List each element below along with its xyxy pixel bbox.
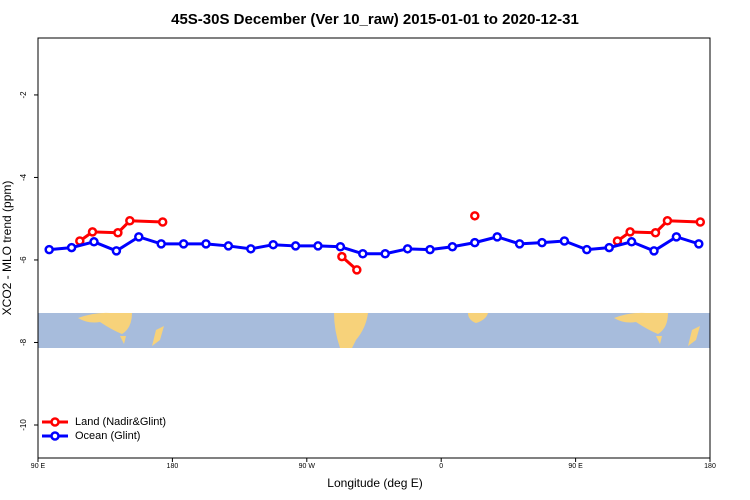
legend-label: Land (Nadir&Glint) bbox=[75, 416, 166, 428]
point bbox=[223, 241, 234, 251]
x-tick-label: 180 bbox=[167, 463, 179, 470]
point bbox=[134, 232, 144, 242]
y-axis-label: XCO2 - MLO trend (ppm) bbox=[0, 181, 14, 316]
point bbox=[358, 249, 368, 259]
point bbox=[87, 227, 98, 237]
point bbox=[650, 227, 661, 238]
point bbox=[649, 246, 659, 256]
y-tick-label: -4 bbox=[19, 173, 28, 181]
point bbox=[178, 239, 189, 249]
point bbox=[559, 236, 570, 246]
point bbox=[492, 232, 502, 242]
x-tick-label: 90 E bbox=[31, 463, 46, 470]
x-axis-label: Longitude (deg E) bbox=[327, 476, 422, 490]
point bbox=[470, 237, 480, 248]
point bbox=[625, 227, 635, 237]
point bbox=[113, 227, 123, 238]
point bbox=[425, 244, 435, 255]
point bbox=[447, 242, 458, 252]
y-tick-label: -6 bbox=[19, 256, 28, 264]
y-tick-label: -10 bbox=[19, 419, 28, 431]
point bbox=[246, 244, 256, 254]
point bbox=[514, 239, 525, 249]
plot-frame bbox=[37, 37, 711, 459]
map-band bbox=[38, 312, 710, 348]
point bbox=[470, 211, 480, 221]
point bbox=[268, 239, 278, 250]
point bbox=[125, 216, 135, 226]
point bbox=[537, 237, 547, 248]
point bbox=[201, 239, 211, 249]
point bbox=[290, 241, 301, 251]
point bbox=[626, 237, 637, 247]
point bbox=[111, 246, 122, 256]
point bbox=[156, 239, 166, 249]
point bbox=[89, 237, 99, 247]
point bbox=[402, 244, 413, 254]
point bbox=[604, 242, 614, 253]
point bbox=[352, 265, 362, 275]
chart-title: 45S-30S December (Ver 10_raw) 2015-01-01… bbox=[171, 11, 579, 28]
point bbox=[66, 242, 77, 253]
point bbox=[582, 244, 592, 255]
point bbox=[337, 251, 347, 262]
point bbox=[380, 249, 390, 259]
x-tick-label: 0 bbox=[439, 463, 443, 470]
point bbox=[313, 241, 323, 251]
point bbox=[157, 217, 168, 227]
legend-marker bbox=[50, 417, 60, 427]
x-tick-label: 90 W bbox=[299, 463, 316, 470]
y-tick-label: -8 bbox=[19, 338, 28, 346]
point bbox=[662, 216, 673, 226]
series-line bbox=[49, 235, 700, 256]
point bbox=[671, 232, 682, 242]
x-tick-label: 90 E bbox=[568, 463, 583, 470]
point bbox=[695, 217, 706, 227]
point bbox=[335, 242, 346, 252]
x-tick-label: 180 bbox=[704, 463, 716, 470]
legend-label: Ocean (Glint) bbox=[75, 430, 140, 442]
legend-marker bbox=[50, 431, 60, 441]
point bbox=[694, 239, 704, 249]
y-tick-label: -2 bbox=[19, 91, 28, 99]
point bbox=[44, 244, 54, 255]
